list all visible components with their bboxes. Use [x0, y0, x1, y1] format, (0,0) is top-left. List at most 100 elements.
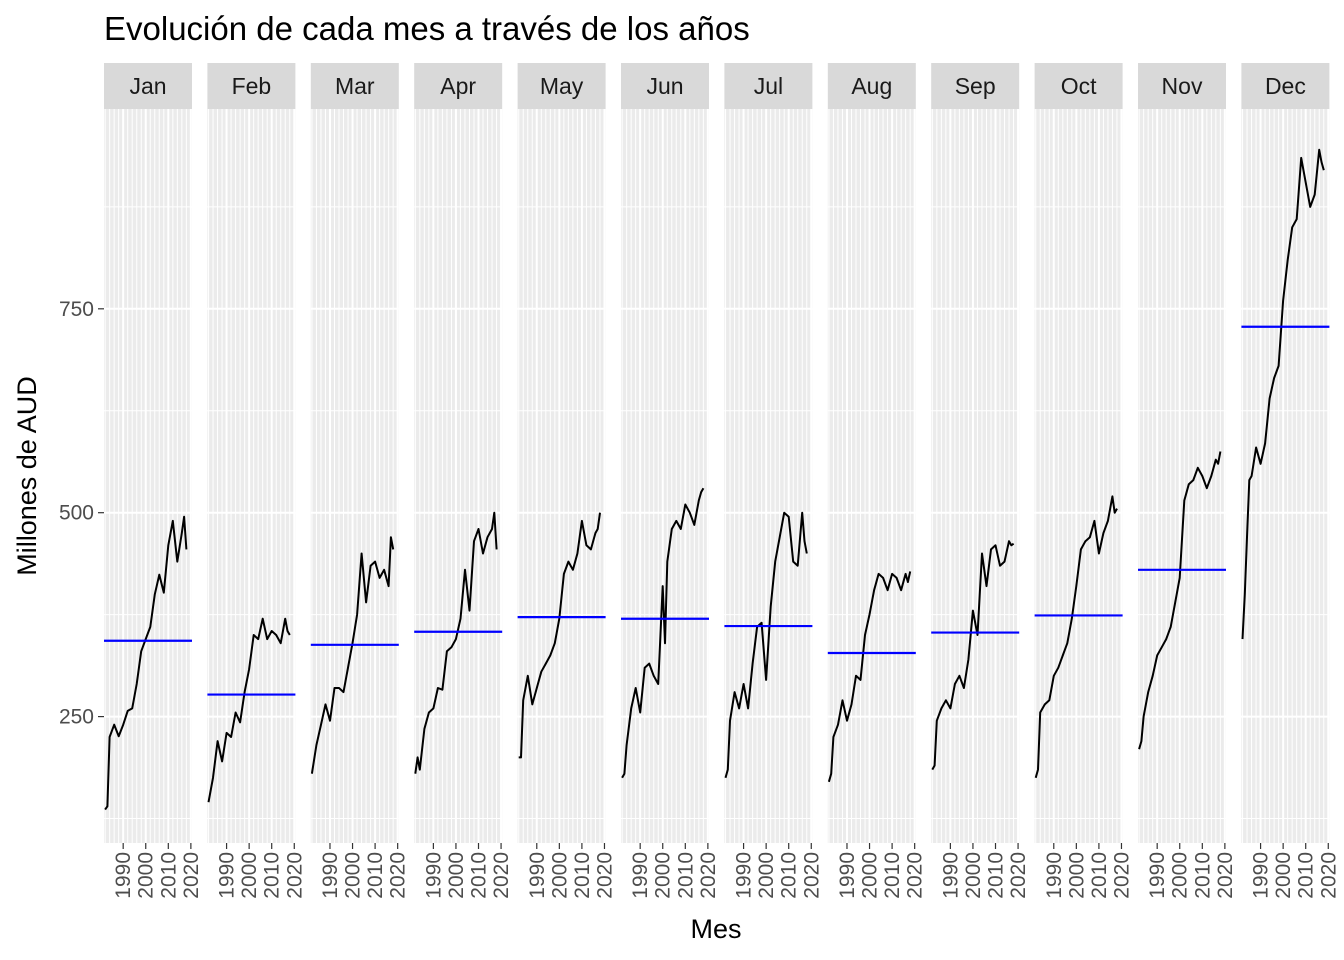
facet-panel-mar: Mar 1990 2000 2010 2020 — [310, 63, 410, 899]
panel-background — [1034, 109, 1123, 843]
x-tick-label: 2020 — [593, 852, 616, 899]
facet-strip-label: Jun — [646, 73, 683, 99]
x-tick-label: 2010 — [1295, 852, 1318, 899]
panel-background — [310, 109, 399, 843]
facet-strip — [207, 63, 296, 109]
facet-strip — [931, 63, 1020, 109]
x-tick-label: 2000 — [238, 852, 261, 899]
facet-strip — [1034, 63, 1123, 109]
x-tick-label: 2020 — [1214, 852, 1237, 899]
x-tick-label: 1990 — [836, 852, 859, 899]
panel-background — [414, 109, 503, 843]
panel-background — [931, 109, 1020, 843]
facet-panel-dec: Dec 1990 2000 2010 2020 — [1241, 63, 1340, 899]
facet-strip-label: Jul — [754, 73, 783, 99]
x-tick-label: 1990 — [422, 852, 445, 899]
facet-panel-may: May 1990 2000 2010 2020 — [517, 63, 616, 899]
x-axis-title: Mes — [690, 914, 741, 944]
panel-background — [517, 109, 606, 843]
facet-panel-jan: Jan 1990 2000 2010 2020 — [104, 63, 203, 899]
x-tick-label: 2020 — [180, 852, 203, 899]
facet-strip — [517, 63, 606, 109]
y-axis-title: Millones de AUD — [12, 376, 42, 576]
facet-strip-label: Sep — [955, 73, 996, 99]
facet-strip — [724, 63, 813, 109]
x-tick-label: 2000 — [755, 852, 778, 899]
y-tick-label: 250 — [59, 706, 94, 729]
facet-panel-aug: Aug 1990 2000 2010 2020 — [827, 63, 927, 899]
x-tick-label: 2000 — [342, 852, 365, 899]
x-tick-label: 2000 — [445, 852, 468, 899]
x-tick-label: 2010 — [674, 852, 697, 899]
series-line-jun — [621, 487, 705, 779]
y-axis: 250 500 750 — [59, 298, 104, 729]
x-tick-label: 1990 — [1146, 852, 1169, 899]
x-tick-label: 1990 — [319, 852, 342, 899]
x-tick-label: 2010 — [1088, 852, 1111, 899]
x-tick-label: 2020 — [283, 852, 306, 899]
panel-background — [827, 109, 916, 843]
y-tick-label: 750 — [59, 298, 94, 321]
facet-panel-oct: Oct 1990 2000 2010 2020 — [1034, 63, 1133, 899]
x-tick-label: 2020 — [1110, 852, 1133, 899]
panel-background — [1241, 109, 1330, 843]
x-tick-label: 2020 — [1317, 852, 1340, 899]
facet-strip-label: Apr — [440, 73, 476, 99]
x-tick-label: 2020 — [387, 852, 410, 899]
x-tick-label: 1990 — [526, 852, 549, 899]
series-line-nov — [1138, 451, 1222, 750]
series-line-may — [518, 512, 601, 759]
x-tick-label: 2020 — [800, 852, 823, 899]
facet-strip — [414, 63, 503, 109]
series-line-jul — [724, 511, 808, 779]
facet-strip — [1241, 63, 1330, 109]
x-tick-label: 2020 — [697, 852, 720, 899]
facet-panel-sep: Sep 1990 2000 2010 2020 — [931, 63, 1030, 899]
x-tick-label: 2010 — [881, 852, 904, 899]
facet-panel-nov: Nov 1990 2000 2010 2020 — [1138, 63, 1237, 899]
x-tick-label: 1990 — [1250, 852, 1273, 899]
series-line-aug — [827, 571, 912, 783]
facet-strip — [827, 63, 916, 109]
facet-strip — [104, 63, 192, 109]
x-tick-label: 2000 — [859, 852, 882, 899]
x-tick-label: 1990 — [733, 852, 756, 899]
x-tick-label: 2010 — [157, 852, 180, 899]
series-line-dec — [1241, 148, 1325, 640]
x-tick-label: 2010 — [778, 852, 801, 899]
x-tick-label: 2020 — [490, 852, 513, 899]
facet-strip-label: Dec — [1265, 73, 1306, 99]
facet-strip — [621, 63, 709, 109]
x-tick-label: 2000 — [1272, 852, 1295, 899]
series-line-mar — [310, 536, 395, 774]
x-tick-label: 2020 — [1007, 852, 1030, 899]
x-tick-label: 2000 — [135, 852, 158, 899]
x-tick-label: 2000 — [962, 852, 985, 899]
facet-panel-jun: Jun 1990 2000 2010 2020 — [621, 63, 720, 899]
x-tick-label: 1990 — [939, 852, 962, 899]
x-tick-label: 2000 — [652, 852, 675, 899]
panel-background — [724, 109, 813, 843]
facet-panel-apr: Apr 1990 2000 2010 2020 — [414, 63, 513, 899]
x-tick-label: 1990 — [112, 852, 135, 899]
facet-strip-label: Jan — [129, 73, 166, 99]
series-line-apr — [414, 511, 498, 774]
facet-strip-label: Aug — [851, 73, 892, 99]
x-tick-label: 1990 — [216, 852, 239, 899]
facet-strip — [1138, 63, 1226, 109]
x-tick-label: 2000 — [1169, 852, 1192, 899]
x-tick-label: 2000 — [1065, 852, 1088, 899]
x-tick-label: 1990 — [1043, 852, 1066, 899]
facet-strip — [310, 63, 399, 109]
series-line-sep — [931, 540, 1015, 771]
chart-title: Evolución de cada mes a través de los añ… — [104, 10, 750, 47]
facet-strip-label: Feb — [232, 73, 272, 99]
panel-background — [207, 109, 296, 843]
x-tick-label: 2010 — [261, 852, 284, 899]
facet-strip-label: Nov — [1162, 73, 1203, 99]
facet-panel-feb: Feb 1990 2000 2010 2020 — [207, 63, 306, 899]
series-line-feb — [207, 617, 291, 803]
facet-strip-label: Mar — [335, 73, 375, 99]
